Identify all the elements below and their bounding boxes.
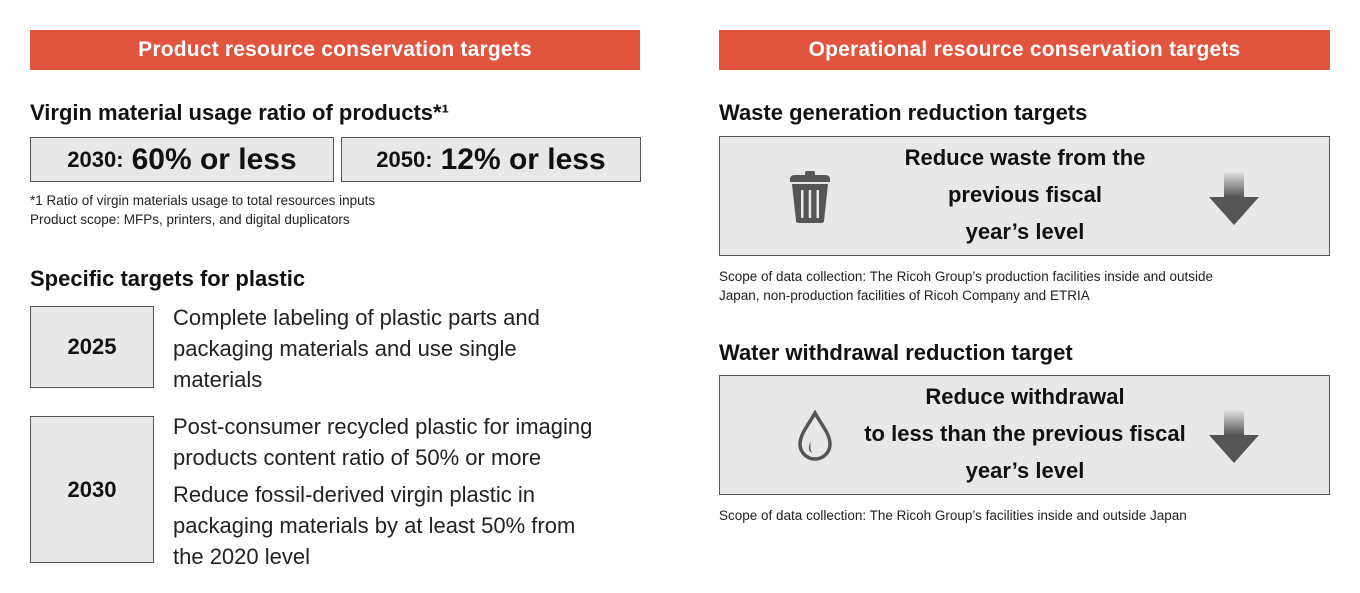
waste-target-box: Reduce waste from the previous fiscal ye… xyxy=(719,136,1330,256)
water-scope: Scope of data collection: The Ricoh Grou… xyxy=(719,508,1187,523)
desc-line: Complete labeling of plastic parts and xyxy=(173,305,540,330)
target-line: Reduce withdrawal xyxy=(925,384,1125,409)
target-line: year’s level xyxy=(965,219,1085,244)
desc-line: packaging materials by at least 50% from xyxy=(173,513,576,538)
desc-line: the 2020 level xyxy=(173,544,310,569)
waste-target-text: Reduce waste from the previous fiscal ye… xyxy=(830,139,1220,250)
waste-heading: Waste generation reduction targets xyxy=(719,100,1088,125)
plastic-2025-description: Complete labeling of plastic parts and p… xyxy=(173,302,540,395)
target-line: year’s level xyxy=(965,458,1085,483)
scope-line: Scope of data collection: The Ricoh Grou… xyxy=(719,269,1214,284)
water-heading: Water withdrawal reduction target xyxy=(719,340,1073,365)
waste-scope: Scope of data collection: The Ricoh Grou… xyxy=(719,267,1213,305)
water-drop-icon xyxy=(797,410,833,462)
target-value: 60% or less xyxy=(131,142,297,176)
desc-line: Post-consumer recycled plastic for imagi… xyxy=(173,414,593,439)
water-target-box: Reduce withdrawal to less than the previ… xyxy=(719,375,1330,495)
target-line: previous fiscal xyxy=(947,182,1103,207)
target-line: to less than the previous fiscal xyxy=(864,421,1186,446)
down-arrow-icon xyxy=(1209,171,1259,225)
plastic-heading: Specific targets for plastic xyxy=(30,266,306,291)
scope-line: Japan, non-production facilities of Rico… xyxy=(719,288,1090,303)
target-2030-box: 2030: 60% or less xyxy=(30,137,334,182)
desc-line: packaging materials and use single xyxy=(173,336,517,361)
desc-line: products content ratio of 50% or more xyxy=(173,445,542,470)
footnote: *1 Ratio of virgin materials usage to to… xyxy=(30,193,376,208)
target-line: Reduce waste from the xyxy=(904,145,1146,170)
target-year: 2030: xyxy=(67,146,124,172)
plastic-2030-description-2: Reduce fossil-derived virgin plastic in … xyxy=(173,479,575,572)
down-arrow-icon xyxy=(1209,409,1259,463)
plastic-2030-description-1: Post-consumer recycled plastic for imagi… xyxy=(173,411,592,473)
year-2025-box: 2025 xyxy=(30,306,154,388)
target-value: 12% or less xyxy=(440,142,606,176)
desc-line: materials xyxy=(173,367,263,392)
target-year: 2050: xyxy=(376,146,433,172)
trash-can-icon xyxy=(789,171,831,223)
desc-line: Reduce fossil-derived virgin plastic in xyxy=(173,482,535,507)
product-targets-banner: Product resource conservation targets xyxy=(30,30,640,70)
target-2050-box: 2050: 12% or less xyxy=(341,137,641,182)
water-target-text: Reduce withdrawal to less than the previ… xyxy=(835,378,1215,489)
year-2030-box: 2030 xyxy=(30,416,154,563)
operational-targets-banner: Operational resource conservation target… xyxy=(719,30,1330,70)
product-scope: Product scope: MFPs, printers, and digit… xyxy=(30,212,350,227)
virgin-notes: *1 Ratio of virgin materials usage to to… xyxy=(30,191,375,229)
virgin-material-heading: Virgin material usage ratio of products*… xyxy=(30,100,449,125)
